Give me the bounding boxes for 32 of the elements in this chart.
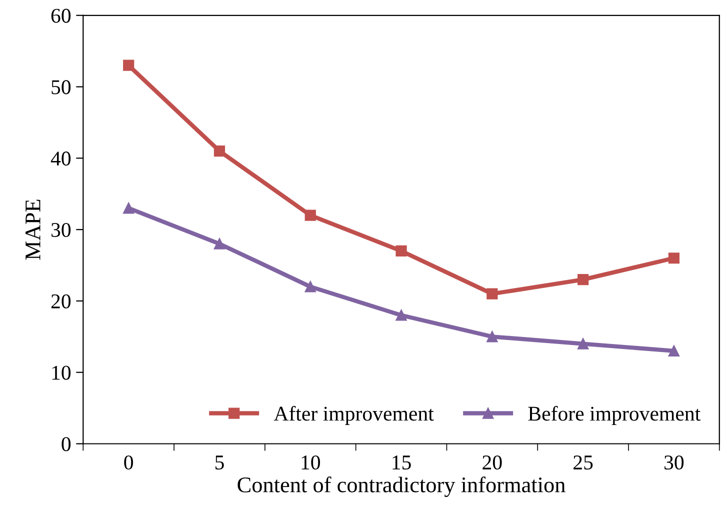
point — [486, 331, 498, 342]
point — [486, 288, 498, 300]
point — [304, 281, 316, 292]
point — [214, 145, 226, 157]
x-tick-label: 0 — [124, 455, 134, 470]
y-tick-label: 10 — [52, 366, 71, 380]
point — [668, 345, 680, 356]
y-axis-title: MAPE — [26, 200, 40, 260]
point — [396, 310, 407, 321]
point — [123, 60, 134, 71]
y-tick-label: 50 — [52, 80, 71, 94]
point — [577, 274, 589, 286]
x-tick-label: 10 — [302, 455, 320, 470]
point — [304, 210, 316, 221]
point — [577, 338, 589, 350]
y-tick-label: 30 — [52, 222, 71, 237]
point — [214, 238, 226, 250]
x-tick-label: 15 — [392, 456, 411, 470]
x-tick-label: 30 — [664, 455, 684, 470]
y-tick-label: 60 — [51, 8, 71, 23]
x-tick-label: 25 — [574, 456, 593, 470]
legend-label: Before improvement — [528, 406, 701, 425]
legend-label: After improvement — [274, 406, 434, 425]
y-tick-label: 40 — [50, 152, 71, 166]
point — [668, 252, 680, 264]
point — [396, 245, 407, 257]
point — [123, 202, 134, 214]
y-tick-label: 20 — [51, 294, 71, 308]
x-axis-title: Content of contradictory information — [238, 476, 566, 497]
x-tick-label: 20 — [482, 455, 502, 470]
y-tick-label: 0 — [62, 437, 71, 452]
x-tick-label: 5 — [215, 456, 224, 470]
